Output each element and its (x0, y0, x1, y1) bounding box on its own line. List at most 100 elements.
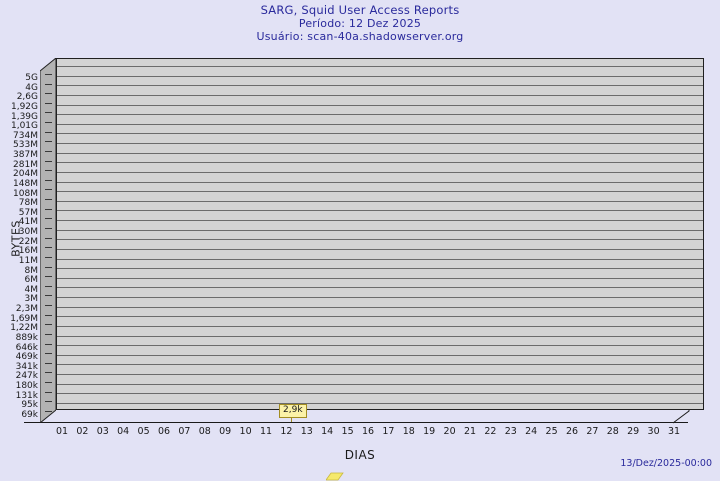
y-axis-tick-label: 4M (24, 284, 39, 295)
y-axis-tick (45, 276, 52, 278)
gridline (57, 220, 703, 222)
y-axis-tick-label: 30M (18, 227, 38, 238)
y-axis-tick (45, 343, 52, 345)
y-axis-tick (45, 305, 52, 307)
x-axis-title: DIAS (344, 448, 376, 462)
x-axis-tick-label: 02 (76, 426, 89, 437)
y-axis-tick-label: 78M (18, 198, 38, 209)
y-axis-tick-label: 734M (13, 130, 38, 141)
gridline (57, 403, 703, 404)
y-axis-tick (45, 333, 52, 335)
gridline (57, 171, 703, 173)
gridline (57, 229, 703, 231)
y-axis-tick (45, 170, 52, 172)
y-axis-tick (45, 227, 52, 229)
y-axis-tick (45, 189, 52, 191)
y-axis-tick (45, 199, 52, 201)
y-axis-tick (45, 285, 52, 287)
x-axis-tick-label: 17 (382, 426, 395, 437)
gridline (57, 325, 703, 327)
gridline (57, 393, 703, 395)
gridline (57, 248, 703, 250)
y-axis-tick-label: 95k (21, 400, 38, 411)
y-axis-tick-label: 341k (15, 361, 38, 372)
x-axis-tick-label: 15 (341, 426, 354, 437)
y-axis-tick-label: 533M (13, 140, 38, 151)
gridline (57, 104, 703, 106)
gridline (57, 335, 703, 337)
x-axis-tick-labels: 01 02 03 04 05 06 07 08 09 10 11 12 13 14 15 16 17 18 19 20… (40, 426, 704, 440)
y-axis-tick-label: 148M (13, 178, 38, 189)
y-axis-tick (45, 131, 52, 133)
y-axis-tick-label: 4G (25, 82, 38, 93)
report-user: Usuário: scan-40a.shadowserver.org (256, 30, 464, 43)
gridline (57, 162, 703, 164)
y-axis-tick-label: 6M (24, 275, 39, 286)
x-axis-tick-label: 13 (300, 426, 313, 437)
y-axis-tick (45, 112, 52, 114)
x-axis-tick-label: 09 (219, 426, 232, 437)
y-axis-tick-label: 108M (13, 188, 38, 199)
y-axis-tick (45, 353, 52, 355)
y-axis-tick-label: 469k (15, 352, 38, 363)
y-axis-tick (45, 266, 52, 268)
x-axis-tick-label: 25 (545, 426, 558, 437)
x-axis-tick-label: 22 (484, 426, 497, 437)
y-axis-tick (45, 295, 52, 297)
x-axis-tick-label: 03 (96, 426, 109, 437)
y-axis-tick (45, 179, 52, 181)
y-axis-tick (45, 237, 52, 239)
gridline (57, 268, 703, 270)
x-axis-line (24, 422, 688, 423)
y-axis-tick (45, 401, 52, 403)
x-axis-tick-label: 30 (647, 426, 660, 437)
y-axis-tick (45, 83, 52, 85)
y-axis-tick-label: 889k (15, 332, 38, 343)
x-axis-tick-label: 10 (239, 426, 252, 437)
report-period: Período: 12 Dez 2025 (298, 17, 422, 30)
y-axis-title: BYTES (9, 220, 23, 257)
y-axis-tick (45, 362, 52, 364)
data-label-day-12: 2,9k (279, 404, 307, 418)
y-axis-tick (45, 150, 52, 152)
y-axis-tick (45, 314, 52, 316)
x-axis-tick-label: 28 (606, 426, 619, 437)
y-axis-tick-label: 2,3M (15, 304, 38, 315)
page-title: SARG, Squid User Access Reports (260, 3, 460, 17)
gridline (57, 133, 703, 135)
y-axis-tick-label: 1,22M (10, 323, 38, 334)
gridline (57, 181, 703, 183)
y-axis-tick-label: 16M (18, 246, 38, 257)
gridline (57, 114, 703, 116)
y-axis-tick (45, 122, 52, 124)
y-axis-tick-label: 41M (18, 217, 38, 228)
y-axis-tick-label: 69k (21, 410, 38, 420)
y-axis-tick-label: 204M (13, 169, 38, 180)
y-axis-tick-labels: 5G 4G 2,6G 1,92G 1,39G 1,01G 734M 533M 387M 281M 2… (0, 58, 38, 423)
chart-plot-area (24, 58, 704, 481)
gridline (57, 354, 703, 356)
x-axis-tick-label: 11 (259, 426, 273, 437)
x-axis-tick-label: 20 (443, 426, 456, 437)
y-axis-tick-label: 11M (18, 255, 38, 266)
gridline (57, 239, 703, 241)
y-axis-tick (45, 372, 52, 374)
y-axis-tick (45, 218, 52, 220)
y-axis-tick-label: 387M (13, 150, 38, 161)
x-axis-tick-label: 21 (463, 426, 477, 437)
y-axis-tick (45, 410, 52, 412)
y-axis-tick-label: 8M (24, 265, 39, 276)
x-axis-tick-label: 05 (137, 426, 150, 437)
y-axis-tick-label: 5G (25, 73, 38, 83)
y-axis-tick (45, 256, 52, 258)
gridline (57, 66, 703, 67)
y-axis-tick (45, 391, 52, 393)
chart-3d-right-corner (672, 410, 690, 424)
y-axis-tick-label: 247k (15, 371, 38, 382)
gridline (57, 374, 703, 376)
x-axis-tick-label: 12 (280, 426, 293, 437)
data-label-stem (291, 416, 292, 422)
gridline (57, 297, 703, 299)
x-axis-tick-label: 27 (586, 426, 599, 437)
y-axis-tick-label: 22M (18, 236, 38, 247)
